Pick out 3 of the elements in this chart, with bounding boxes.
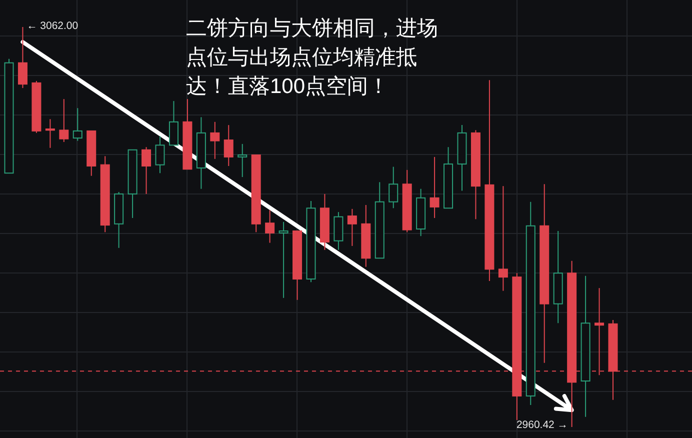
annotation: ← 3062.00: [26, 20, 78, 32]
text: 二饼方向与大饼相同，进场点位与出场点位均精准抵达！直落100点空间！: [186, 16, 438, 100]
annotation: 2960.42 →: [516, 418, 568, 431]
